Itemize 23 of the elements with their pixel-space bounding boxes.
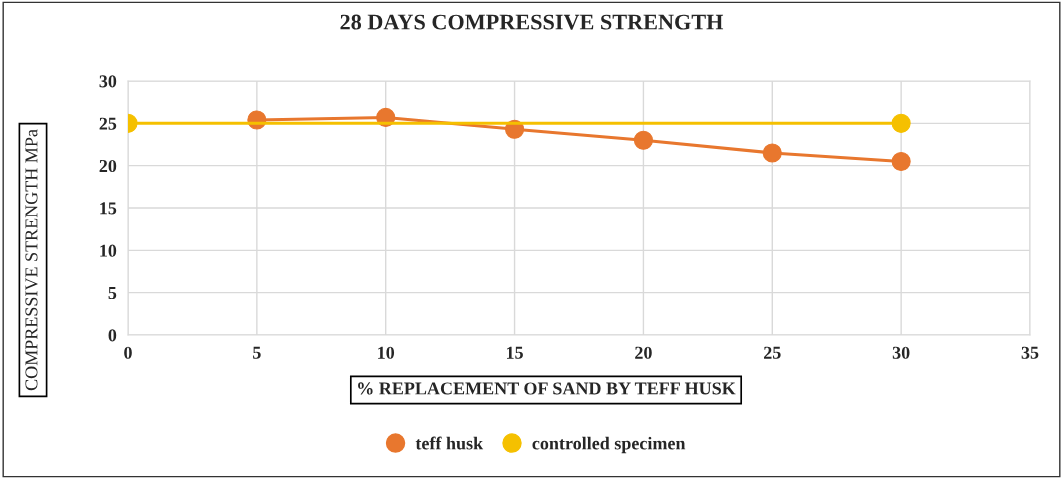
y-tick-label: 10 xyxy=(100,244,117,257)
x-tick-label: 5 xyxy=(253,346,261,359)
y-tick-label: 30 xyxy=(99,75,117,88)
y-tick-label: 20 xyxy=(99,159,117,173)
x-tick-label: 20 xyxy=(635,346,652,359)
x-tick-label: 0 xyxy=(124,346,132,359)
x-axis-title: % REPLACEMENT OF SAND BY TEFF HUSK xyxy=(358,382,736,395)
x-tick-label: 15 xyxy=(506,346,523,359)
chart-title: 28 DAYS COMPRESSIVE STRENGTH xyxy=(340,14,724,30)
y-tick-label: 25 xyxy=(99,117,117,130)
y-tick-label: 15 xyxy=(100,202,117,215)
x-tick-label: 30 xyxy=(892,346,910,359)
x-tick-label: 10 xyxy=(378,346,395,359)
legend-label: teff husk xyxy=(415,436,484,450)
point xyxy=(762,143,782,163)
point xyxy=(891,151,911,171)
x-tick-label: 25 xyxy=(764,346,781,359)
y-axis-title: COMPRESSIVE STRENGTH MPa xyxy=(25,129,38,391)
y-tick-label: 0 xyxy=(108,329,117,342)
point xyxy=(633,130,653,150)
legend-label: controlled specimen xyxy=(532,436,686,454)
x-tick-label: 35 xyxy=(1021,346,1039,359)
y-tick-label: 5 xyxy=(108,287,117,300)
